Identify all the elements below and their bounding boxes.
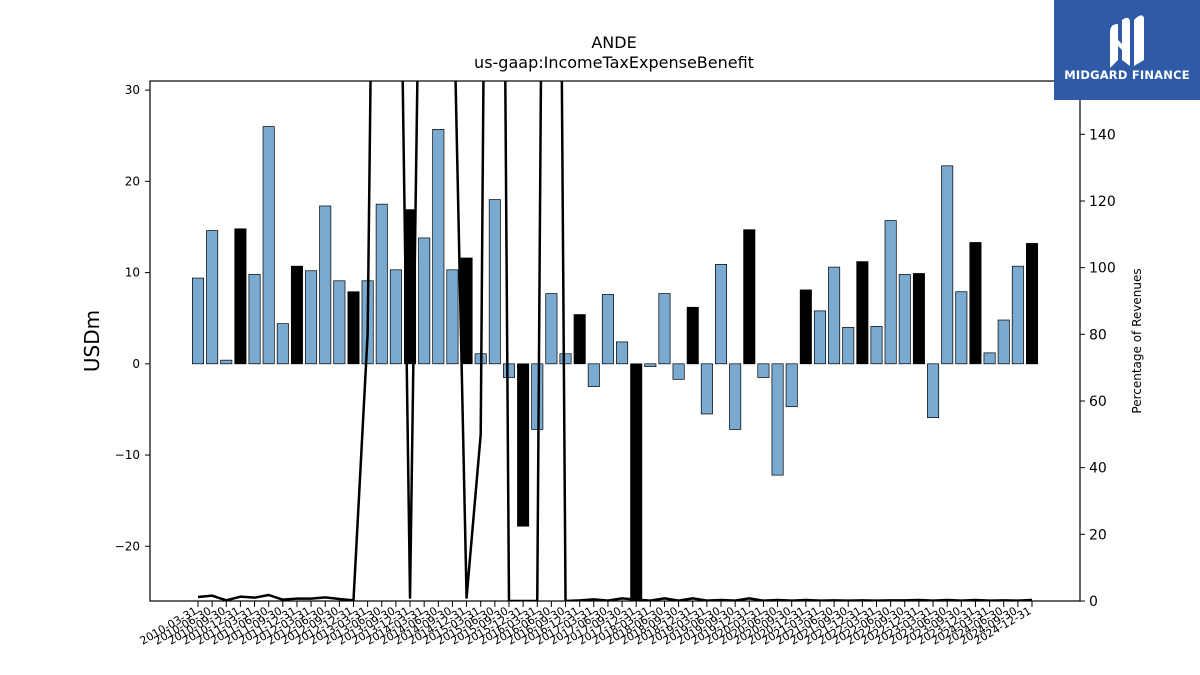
bar-2011-06-30 bbox=[262, 126, 275, 365]
bar-2016-12-31 bbox=[573, 314, 586, 365]
bar-2010-12-31 bbox=[234, 228, 247, 365]
bar-2015-12-31 bbox=[517, 363, 530, 527]
bar-2016-03-31 bbox=[531, 363, 544, 430]
bar-2018-12-31 bbox=[686, 306, 699, 365]
bar-2020-06-30 bbox=[771, 363, 784, 476]
bar-2017-12-31 bbox=[630, 363, 643, 602]
bar-2015-09-30 bbox=[502, 363, 515, 378]
bar-2015-06-30 bbox=[488, 199, 501, 365]
bar-2012-12-31 bbox=[347, 291, 360, 365]
bar-2016-09-30 bbox=[559, 353, 572, 365]
bar-2017-06-30 bbox=[601, 294, 614, 365]
y-tick-label: −20 bbox=[115, 539, 140, 553]
y2-tick-label: 80 bbox=[1089, 327, 1107, 343]
bar-2012-06-30 bbox=[319, 205, 332, 365]
bar-2022-12-31 bbox=[912, 273, 925, 365]
bar-2022-06-30 bbox=[884, 220, 897, 365]
y-tick-label: 0 bbox=[132, 357, 140, 371]
bar-2014-06-30 bbox=[432, 129, 445, 365]
logo-text: MIDGARD FINANCE bbox=[1064, 68, 1190, 82]
chart-title: ANDE bbox=[591, 33, 636, 52]
y-tick-label: 30 bbox=[125, 83, 140, 97]
bar-2021-09-30 bbox=[842, 326, 855, 365]
bar-2022-09-30 bbox=[898, 274, 911, 365]
y2-tick-label: 40 bbox=[1089, 461, 1107, 477]
y2-tick-label: 120 bbox=[1089, 194, 1116, 210]
bar-2012-09-30 bbox=[333, 280, 346, 365]
bar-2023-12-31 bbox=[969, 242, 982, 365]
logo-mark-icon bbox=[1110, 15, 1144, 68]
bar-2019-03-31 bbox=[700, 363, 713, 415]
bar-2024-09-30 bbox=[1011, 265, 1024, 365]
x-axis: 2010-03-312010-06-302010-09-302010-12-31… bbox=[138, 601, 1034, 648]
bar-2016-06-30 bbox=[545, 293, 558, 365]
bar-2014-09-30 bbox=[446, 269, 459, 365]
bar-2023-03-31 bbox=[927, 363, 940, 418]
bar-2013-06-30 bbox=[375, 203, 388, 365]
bar-2019-06-30 bbox=[715, 264, 728, 365]
bar-2017-03-31 bbox=[587, 363, 600, 387]
bar-2018-03-31 bbox=[644, 363, 657, 367]
bar-2010-06-30 bbox=[206, 230, 219, 365]
bar-2013-09-30 bbox=[389, 269, 402, 365]
bar-2014-12-31 bbox=[460, 257, 473, 365]
brand-logo: MIDGARD FINANCE bbox=[1054, 0, 1200, 100]
bar-2024-12-31 bbox=[1025, 243, 1039, 365]
bar-2011-03-31 bbox=[248, 274, 261, 365]
line-series-group bbox=[197, 81, 1033, 601]
bar-2021-06-30 bbox=[828, 266, 841, 365]
bar-series bbox=[192, 126, 1039, 602]
bar-2014-03-31 bbox=[418, 237, 431, 365]
y2-axis-label: Percentage of Revenues bbox=[1130, 268, 1144, 413]
y2-tick-label: 100 bbox=[1089, 261, 1116, 277]
y2-tick-label: 0 bbox=[1089, 594, 1098, 610]
bar-2022-03-31 bbox=[870, 326, 883, 365]
bar-2019-09-30 bbox=[729, 363, 742, 430]
bar-2017-09-30 bbox=[616, 341, 629, 365]
bar-2011-12-31 bbox=[290, 265, 303, 365]
bar-2018-09-30 bbox=[672, 363, 685, 380]
bar-2012-03-31 bbox=[305, 270, 318, 365]
bar-2020-03-31 bbox=[757, 363, 770, 378]
y2-tick-label: 140 bbox=[1089, 127, 1116, 143]
bar-2010-09-30 bbox=[220, 359, 233, 365]
y-tick-label: 20 bbox=[125, 174, 140, 188]
revenue-percentage-line bbox=[197, 81, 1033, 601]
y-tick-label: 10 bbox=[125, 266, 140, 280]
bar-2023-06-30 bbox=[941, 165, 954, 365]
bar-2024-06-30 bbox=[997, 319, 1010, 365]
y2-tick-label: 20 bbox=[1089, 527, 1107, 543]
y-axis-right: 0 20 40 60 80 100 120 140 bbox=[1080, 127, 1116, 610]
y-axis-label: USDm bbox=[80, 310, 104, 372]
plot-frame bbox=[149, 80, 1081, 602]
y-axis-left: −20 −10 0 10 20 30 bbox=[115, 83, 150, 553]
bar-2020-09-30 bbox=[785, 363, 798, 408]
bar-2024-03-31 bbox=[983, 352, 996, 365]
y2-tick-label: 60 bbox=[1089, 394, 1107, 410]
bar-2021-03-31 bbox=[813, 310, 826, 365]
bar-2011-09-30 bbox=[276, 323, 289, 365]
bar-2010-03-31 bbox=[192, 277, 205, 365]
bar-2018-06-30 bbox=[658, 293, 671, 365]
bar-2019-12-31 bbox=[743, 229, 756, 365]
chart-subtitle: us-gaap:IncomeTaxExpenseBenefit bbox=[474, 53, 754, 72]
y-tick-label: −10 bbox=[115, 448, 140, 462]
bar-2020-12-31 bbox=[799, 289, 812, 365]
bar-2023-09-30 bbox=[955, 291, 968, 365]
bar-2021-12-31 bbox=[856, 261, 869, 365]
